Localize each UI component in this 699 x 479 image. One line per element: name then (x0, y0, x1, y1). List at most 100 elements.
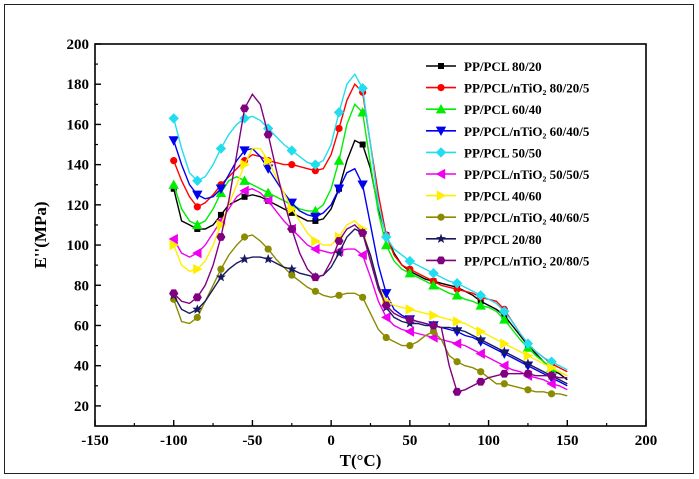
y-axis-title: E''(MPa) (31, 201, 50, 268)
legend-label-4: PP/PCL 50/50 (464, 145, 542, 160)
series-7-point-18 (311, 287, 319, 295)
series-8-point-21 (334, 247, 344, 258)
series-6-point-3 (193, 263, 203, 275)
series-7-point-12 (264, 245, 272, 253)
legend-marker-2 (435, 104, 447, 114)
series-5-point-24 (357, 249, 367, 261)
legend-label-5: PP/PCL/nTiO₂ 50/50/5 (464, 167, 590, 182)
series-1-point-3 (193, 203, 201, 211)
series-0-point-24 (359, 141, 366, 148)
series-8-point-36 (452, 324, 463, 334)
series-7 (170, 233, 568, 398)
series-5-point-27 (381, 312, 391, 323)
series-5-point-42 (499, 360, 509, 371)
series-2-point-21 (333, 155, 345, 165)
series-2-point-42 (499, 314, 510, 324)
series-8-point-9 (239, 253, 250, 264)
series-3-point-6 (215, 184, 227, 194)
series-4-point-18 (310, 159, 321, 170)
series-9-point-33 (428, 321, 438, 330)
series-4-point-27 (381, 231, 392, 243)
series-9-point-36 (452, 387, 462, 396)
series-9-point-42 (499, 369, 509, 378)
series-9-point-45 (523, 369, 533, 378)
series-3-point-0 (168, 136, 179, 146)
series-6-point-0 (169, 239, 179, 251)
series-6-point-12 (263, 155, 274, 166)
series-2-point-33 (428, 280, 439, 290)
series-line-8 (173, 228, 568, 385)
series-6-point-48 (547, 362, 557, 373)
series-9-point-12 (263, 130, 273, 139)
series-9-point-21 (334, 237, 344, 245)
series-7-point-33 (429, 327, 438, 336)
y-tick-label-1: 40 (74, 359, 89, 375)
series-9-point-24 (358, 229, 368, 237)
series-4-point-15 (286, 145, 297, 156)
series-2-point-3 (192, 219, 203, 230)
legend-marker-3 (435, 126, 447, 136)
series-5-point-18 (310, 243, 320, 255)
series-7-point-39 (477, 368, 485, 376)
series-2-point-24 (357, 107, 368, 117)
series-6-point-33 (429, 310, 439, 321)
legend-marker-8 (436, 233, 446, 244)
series-3-point-15 (286, 198, 297, 209)
x-tick-label-5: 100 (477, 433, 500, 449)
series-9-point-18 (310, 273, 320, 282)
legend-label-1: PP/PCL/nTiO₂ 80/20/5 (464, 81, 590, 96)
series-7-point-21 (335, 291, 343, 299)
series-6-point-39 (476, 326, 486, 337)
series-4-point-3 (192, 175, 203, 186)
legend-marker-9 (436, 256, 446, 265)
series-4 (168, 72, 568, 371)
series-7-point-24 (359, 293, 367, 301)
series-7-point-48 (547, 390, 556, 398)
series-6-point-18 (311, 235, 321, 247)
series-5-point-39 (475, 348, 485, 359)
legend-label-9: PP/PCL/nTiO₂ 20/80/5 (464, 253, 590, 268)
series-5-point-9 (239, 185, 249, 196)
series-5-point-48 (546, 378, 556, 389)
series-5-point-12 (262, 195, 273, 207)
x-tick-label-7: 200 (635, 433, 658, 449)
series-8-point-12 (263, 253, 274, 264)
series-7-point-30 (406, 341, 414, 350)
legend-label-8: PP/PCL 20/80 (464, 232, 542, 247)
x-tick-label-4: 50 (402, 433, 417, 449)
x-tick-label-6: 150 (556, 433, 579, 449)
legend-label-6: PP/PCL 40/60 (464, 189, 542, 204)
series-4-point-33 (428, 268, 439, 279)
legend-marker-0 (438, 63, 444, 69)
series-1-point-15 (288, 161, 296, 169)
series-1-point-36 (453, 285, 461, 293)
y-tick-label-0: 20 (74, 399, 89, 415)
y-tick-label-7: 160 (67, 117, 90, 133)
y-tick-label-2: 60 (74, 318, 89, 334)
series-8-point-45 (522, 358, 533, 368)
x-tick-label-2: -50 (242, 433, 262, 449)
legend: PP/PCL 80/20 PP/PCL/nTiO₂ 80/20/5 PP/PCL 6… (426, 59, 590, 268)
series-7-point-27 (382, 333, 390, 342)
series-6-point-42 (500, 338, 510, 349)
y-tick-label-3: 80 (74, 278, 89, 294)
series-6-point-45 (523, 350, 534, 361)
series-3-point-18 (310, 212, 321, 223)
series-1-point-18 (311, 167, 319, 175)
series-6-point-15 (287, 203, 297, 215)
y-tick-label-9: 200 (67, 37, 90, 53)
series-5-point-0 (168, 233, 178, 245)
series-7-point-9 (240, 233, 249, 241)
series-6-point-9 (240, 159, 250, 170)
y-tick-label-4: 100 (67, 238, 90, 254)
series-2-point-9 (239, 175, 250, 185)
chart-frame (4, 4, 694, 474)
series-7-point-45 (524, 386, 532, 394)
series-2-point-27 (381, 239, 392, 250)
legend-label-7: PP/PCL/nTiO₂ 40/60/5 (464, 210, 590, 225)
series-8-point-3 (192, 304, 203, 314)
legend-label-3: PP/PCL/nTiO₂ 60/40/5 (464, 124, 590, 139)
series-3-point-27 (381, 289, 392, 299)
series-7-point-36 (453, 358, 461, 366)
